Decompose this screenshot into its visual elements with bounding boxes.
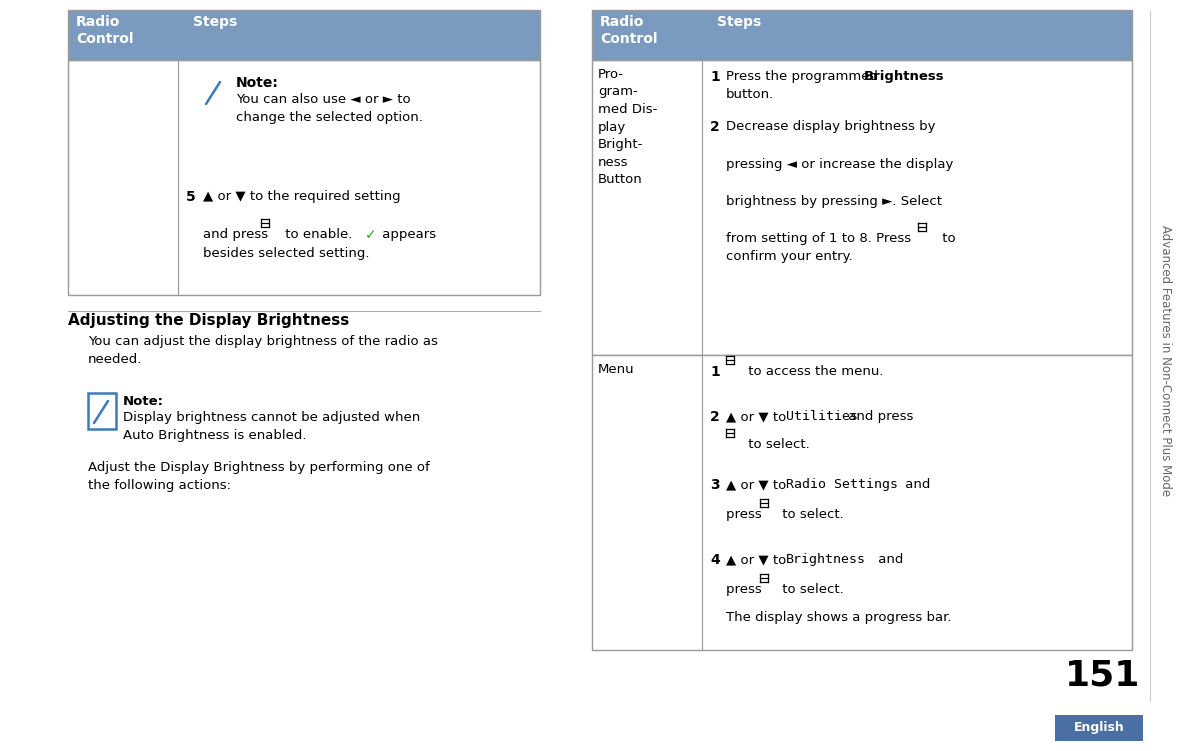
Text: to select.: to select. [744,438,810,451]
Text: 2: 2 [710,410,720,424]
Text: to select.: to select. [778,508,844,521]
Text: 151: 151 [1064,659,1140,693]
Text: The display shows a progress bar.: The display shows a progress bar. [726,611,952,624]
Text: ▲ or ▼ to: ▲ or ▼ to [726,410,791,423]
Text: from setting of 1 to 8. Press: from setting of 1 to 8. Press [726,232,916,245]
Text: Utilities: Utilities [786,410,858,423]
Bar [592,10,1132,60]
Text: to enable.: to enable. [281,228,356,241]
Text: ▲ or ▼ to: ▲ or ▼ to [726,478,791,491]
Text: Brightness: Brightness [864,70,944,83]
Text: You can also use ◄ or ► to
change the selected option.: You can also use ◄ or ► to change the se… [236,93,422,124]
Bar [1055,715,1142,741]
Text: and: and [874,553,904,566]
Text: Menu: Menu [598,363,635,376]
Text: press: press [726,508,766,521]
Text: Radio
Control: Radio Control [600,15,658,47]
Bar [592,10,1132,60]
Text: to: to [938,232,955,245]
Text: press: press [726,583,766,596]
Text: You can adjust the display brightness of the radio as
needed.: You can adjust the display brightness of… [88,335,438,366]
Text: Steps: Steps [718,15,761,29]
Text: Note:: Note: [124,395,164,408]
Text: 4: 4 [710,553,720,567]
Text: Press the programmed: Press the programmed [726,70,882,83]
Bar [68,10,540,60]
Text: Radio Settings: Radio Settings [786,478,898,491]
Text: Note:: Note: [236,76,278,90]
Text: 3: 3 [710,478,720,492]
Text: appears: appears [378,228,436,241]
Bar [68,10,540,60]
Text: brightness by pressing ►. Select: brightness by pressing ►. Select [726,195,942,208]
Bar [592,60,1132,355]
Text: 1: 1 [710,365,720,379]
Text: pressing ◄ or increase the display: pressing ◄ or increase the display [726,158,953,171]
Text: ▲ or ▼ to: ▲ or ▼ to [726,553,791,566]
Text: Steps: Steps [193,15,238,29]
Text: to access the menu.: to access the menu. [744,365,883,378]
Bar [200,74,228,110]
Text: Display brightness cannot be adjusted when
Auto Brightness is enabled.: Display brightness cannot be adjusted wh… [124,411,420,442]
Text: confirm your entry.: confirm your entry. [726,250,853,263]
Text: Pro-
gram-
med Dis-
play
Bright-
ness
Button: Pro- gram- med Dis- play Bright- ness Bu… [598,68,658,186]
Text: to select.: to select. [778,583,844,596]
Text: and press: and press [203,228,272,241]
Text: 5: 5 [186,190,196,204]
Text: button.: button. [726,88,774,101]
Text: ✓: ✓ [365,228,377,242]
Text: ▲ or ▼ to the required setting: ▲ or ▼ to the required setting [203,190,401,203]
Text: and press: and press [844,410,913,423]
Text: 1: 1 [710,70,720,84]
Text: Radio
Control: Radio Control [76,15,133,47]
Text: Advanced Features in Non-Connect Plus Mode: Advanced Features in Non-Connect Plus Mo… [1158,225,1171,496]
Text: and: and [901,478,930,491]
Text: Adjusting the Display Brightness: Adjusting the Display Brightness [68,313,349,328]
Text: 2: 2 [710,120,720,134]
Text: Brightness: Brightness [786,553,866,566]
Text: English: English [1074,720,1124,734]
Text: Adjust the Display Brightness by performing one of
the following actions:: Adjust the Display Brightness by perform… [88,461,430,492]
Bar [592,355,1132,650]
Text: Decrease display brightness by: Decrease display brightness by [726,120,936,133]
Text: besides selected setting.: besides selected setting. [203,247,370,260]
Bar [88,393,116,429]
Bar [68,60,540,295]
